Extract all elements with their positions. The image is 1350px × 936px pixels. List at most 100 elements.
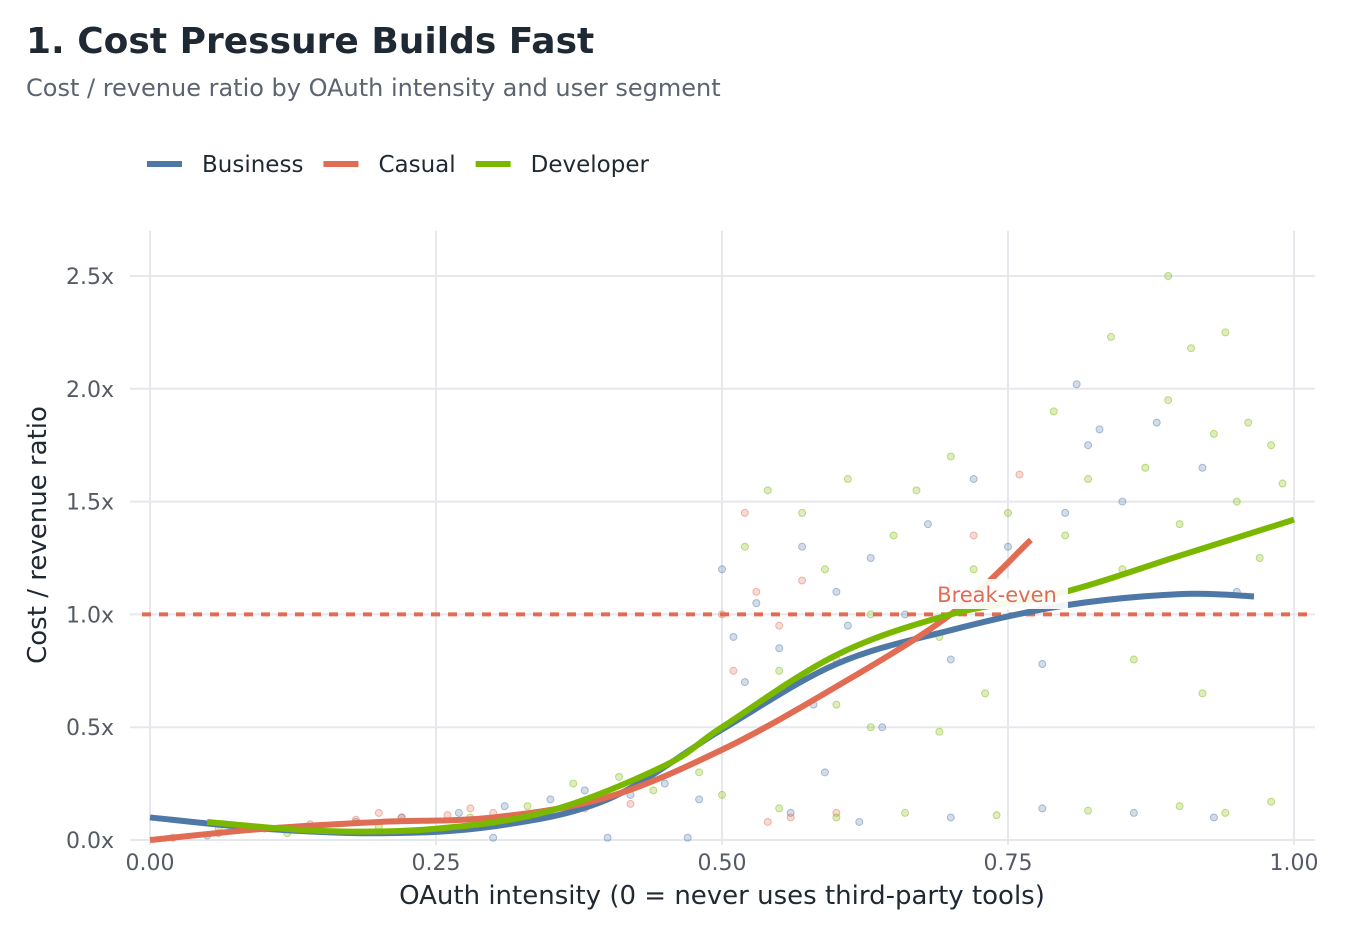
y-tick-label: 0.5x xyxy=(66,716,114,741)
data-point-business xyxy=(820,768,829,777)
x-tick-label: 0.00 xyxy=(126,851,175,876)
data-point-developer xyxy=(935,727,944,736)
data-point-casual xyxy=(374,808,383,817)
data-point-developer xyxy=(569,779,578,788)
data-point-developer xyxy=(1084,806,1093,815)
data-point-developer xyxy=(798,508,807,517)
chart-title: 1. Cost Pressure Builds Fast xyxy=(26,21,594,62)
data-point-business xyxy=(740,678,749,687)
data-point-developer xyxy=(1141,463,1150,472)
data-point-business xyxy=(1061,508,1070,517)
data-point-developer xyxy=(1221,808,1230,817)
data-point-business xyxy=(843,621,852,630)
data-point-developer xyxy=(523,802,532,811)
y-tick-label: 1.0x xyxy=(66,603,114,628)
break-even-label: Break-even xyxy=(937,583,1057,607)
data-point-business xyxy=(1118,497,1127,506)
data-point-developer xyxy=(1004,508,1012,517)
data-point-business xyxy=(1084,441,1093,450)
data-point-business xyxy=(546,795,555,804)
data-point-business xyxy=(946,655,955,664)
data-point-developer xyxy=(1084,475,1093,484)
data-point-business xyxy=(1198,463,1207,472)
data-point-developer xyxy=(832,700,841,709)
data-point-developer xyxy=(820,565,829,574)
data-point-casual xyxy=(466,804,475,813)
data-point-casual xyxy=(832,808,841,817)
legend: Business Casual Developer xyxy=(147,152,649,178)
y-tick-label: 0.0x xyxy=(66,829,114,854)
data-point-developer xyxy=(1175,520,1184,529)
gridlines xyxy=(130,230,1315,845)
data-point-developer xyxy=(1106,332,1115,341)
data-point-business xyxy=(500,802,509,811)
data-point-business xyxy=(923,520,932,529)
data-point-business xyxy=(752,599,761,608)
data-point-business xyxy=(489,833,498,842)
data-point-developer xyxy=(1175,802,1184,811)
data-point-developer xyxy=(901,808,910,817)
legend-label-business: Business xyxy=(202,152,303,178)
data-point-business xyxy=(855,817,864,826)
data-point-casual xyxy=(626,799,635,808)
data-point-developer xyxy=(866,723,875,732)
chart-subtitle: Cost / revenue ratio by OAuth intensity … xyxy=(26,74,721,102)
data-point-casual xyxy=(1015,470,1024,479)
data-point-business xyxy=(729,632,738,641)
data-point-business xyxy=(1038,804,1047,813)
data-point-developer xyxy=(615,772,624,781)
data-point-business xyxy=(1038,660,1047,669)
data-point-business xyxy=(683,833,692,842)
data-point-business xyxy=(969,475,978,484)
data-point-developer xyxy=(843,475,852,484)
data-point-developer xyxy=(912,486,921,495)
legend-label-developer: Developer xyxy=(531,152,650,178)
data-point-business xyxy=(866,554,875,562)
y-tick-label: 2.5x xyxy=(66,265,114,290)
data-point-developer xyxy=(1061,531,1070,540)
data-point-casual xyxy=(763,817,772,826)
break-even-label-group: Break-even xyxy=(926,579,1068,609)
data-point-business xyxy=(832,587,841,596)
data-point-developer xyxy=(992,811,1001,820)
x-tick-label: 0.75 xyxy=(984,851,1033,876)
data-point-casual xyxy=(729,666,738,675)
data-point-business xyxy=(1004,542,1012,551)
data-point-developer xyxy=(969,565,978,574)
data-point-business xyxy=(580,786,589,795)
legend-label-casual: Casual xyxy=(378,152,455,178)
data-point-business xyxy=(1152,418,1161,427)
data-point-business xyxy=(798,542,807,551)
data-point-casual xyxy=(740,508,749,517)
x-tick-label: 1.00 xyxy=(1270,851,1319,876)
data-point-business xyxy=(786,808,795,817)
x-tick-label: 0.25 xyxy=(412,851,461,876)
data-point-developer xyxy=(775,804,784,813)
data-point-developer xyxy=(649,786,658,795)
break-even-label-background xyxy=(926,579,1068,609)
data-point-business xyxy=(946,813,955,822)
x-tick-label: 0.50 xyxy=(698,851,747,876)
scatter-points xyxy=(168,272,1287,842)
y-tick-label: 2.0x xyxy=(66,378,114,403)
data-point-developer xyxy=(1267,441,1276,450)
data-point-business xyxy=(660,779,669,788)
data-point-casual xyxy=(798,576,807,585)
data-point-developer xyxy=(1232,497,1241,506)
data-point-business xyxy=(775,644,784,653)
data-point-developer xyxy=(1187,344,1196,353)
data-point-casual xyxy=(752,587,761,596)
data-point-casual xyxy=(786,813,795,822)
data-point-developer xyxy=(718,790,726,799)
data-point-developer xyxy=(740,542,749,551)
data-point-business xyxy=(1095,425,1104,434)
data-point-developer xyxy=(1221,328,1230,337)
data-point-developer xyxy=(1049,407,1058,416)
data-point-casual xyxy=(775,621,784,630)
data-point-developer xyxy=(1209,429,1218,438)
data-point-business xyxy=(454,808,463,817)
data-point-developer xyxy=(832,813,841,822)
y-tick-label: 1.5x xyxy=(66,491,114,516)
data-point-developer xyxy=(889,531,898,540)
